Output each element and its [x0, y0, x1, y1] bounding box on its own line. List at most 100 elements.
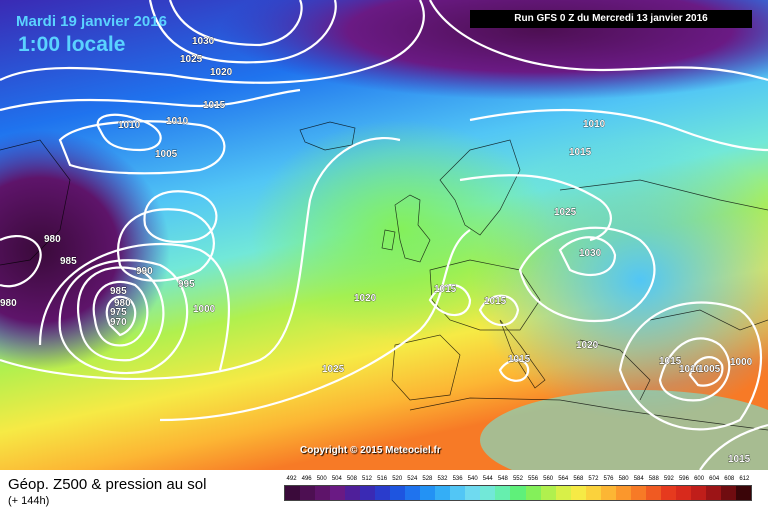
- forecast-time: 1:00 locale: [18, 33, 126, 56]
- isobar-985-a: [143, 190, 218, 243]
- color-scale-label: 580: [618, 476, 629, 482]
- color-scale-swatch: [510, 486, 526, 500]
- color-scale-label: 508: [346, 476, 357, 482]
- isobar-label: 1005: [698, 364, 721, 375]
- isobar-1030: [168, 0, 303, 47]
- isobar-label: 975: [110, 307, 127, 318]
- isobar-1015-a: [428, 284, 472, 317]
- isobar-1030: [558, 236, 617, 277]
- color-scale-label: 504: [331, 476, 342, 482]
- isobar-1015-b: [478, 294, 520, 326]
- isobar-1025: [148, 0, 337, 64]
- isobar-1015-c: [498, 359, 530, 382]
- isobar-label: 1025: [322, 364, 345, 375]
- isobars: [0, 0, 768, 470]
- color-scale-swatch: [480, 486, 496, 500]
- color-scale-swatch: [660, 486, 676, 500]
- color-scale-label: 492: [286, 476, 297, 482]
- color-scale-swatch: [405, 486, 421, 500]
- color-scale-swatch: [330, 486, 346, 500]
- isobar-1015-se: [618, 301, 763, 431]
- color-scale-label: 560: [543, 476, 554, 482]
- isobar-label: 995: [178, 279, 195, 290]
- color-scale-swatch: [615, 486, 631, 500]
- isobar-label: 1010: [118, 120, 141, 131]
- color-scale-label: 588: [648, 476, 659, 482]
- isobar-label: 990: [136, 266, 153, 277]
- isobar-label: 1005: [155, 149, 178, 160]
- color-scale-label: 604: [709, 476, 720, 482]
- western-low-shading: [0, 130, 170, 370]
- color-scale-swatch: [375, 486, 391, 500]
- britain-outline: [394, 194, 431, 263]
- isobar-1005: [58, 120, 226, 175]
- isobar-label: 1000: [730, 357, 753, 368]
- isobar-label: 1020: [210, 67, 233, 78]
- color-scale-swatch: [675, 486, 691, 500]
- north-africa-coast: [409, 397, 768, 431]
- isobar-label: 980: [114, 298, 131, 309]
- color-scale-label: 596: [678, 476, 689, 482]
- color-scale-swatch: [450, 486, 466, 500]
- color-scale-label: 516: [377, 476, 388, 482]
- isobar-975: [105, 295, 137, 337]
- color-scale-swatch: [585, 486, 601, 500]
- isobar-990: [117, 208, 215, 282]
- color-scale-label: 592: [663, 476, 674, 482]
- color-scale-swatch: [600, 486, 616, 500]
- forecast-date: Mardi 19 janvier 2016: [16, 13, 167, 30]
- isobar-label: 1015: [508, 354, 531, 365]
- isobar-label: 1010: [166, 116, 189, 127]
- color-scale-label: 556: [528, 476, 539, 482]
- color-scale-swatch: [720, 486, 736, 500]
- isobar-label: 1015: [434, 284, 457, 295]
- color-scale-label: 552: [512, 476, 523, 482]
- legend-footer: Géop. Z500 & pression au sol (+ 144h) 49…: [0, 470, 768, 512]
- iberia-outline: [391, 334, 461, 401]
- isobar-995: [58, 259, 189, 375]
- isobar-label: 980: [0, 298, 17, 309]
- isobar-1010-north: [429, 0, 768, 82]
- isobar-1015-ne: [469, 108, 768, 152]
- color-scale-swatch: [630, 486, 646, 500]
- legend-subtitle: (+ 144h): [8, 495, 50, 507]
- isobar-980: [92, 280, 149, 347]
- color-scale-swatch: [645, 486, 661, 500]
- isobar-label: 1015: [728, 454, 751, 465]
- color-scale-label: 512: [362, 476, 373, 482]
- isobar-label: 1010: [583, 119, 606, 130]
- isobar-1020-mid: [0, 137, 401, 381]
- ireland-outline: [381, 229, 396, 251]
- color-scale-label: 520: [392, 476, 403, 482]
- isobar-1020: [0, 0, 425, 84]
- isobar-980-w: [0, 235, 42, 288]
- color-scale-label: 608: [724, 476, 735, 482]
- color-scale-swatch: [390, 486, 406, 500]
- color-scale-label: 528: [422, 476, 433, 482]
- france-outline: [429, 259, 541, 331]
- run-info-box: Run GFS 0 Z du Mercredi 13 janvier 2016: [470, 10, 752, 28]
- map-area: 1030 1025 1020 1015 1010 1010 1005 980 9…: [0, 0, 768, 470]
- legend-title: Géop. Z500 & pression au sol: [8, 476, 207, 493]
- isobar-1010-se: [658, 337, 731, 402]
- color-scale-label: 564: [558, 476, 569, 482]
- color-scale-swatch: [360, 486, 376, 500]
- color-scale-label: 576: [603, 476, 614, 482]
- color-scale-label: 544: [482, 476, 493, 482]
- color-scale-label: 548: [497, 476, 508, 482]
- color-scale-label: 572: [588, 476, 599, 482]
- greenland-coast: [0, 139, 71, 266]
- color-scale-bar: [284, 485, 752, 501]
- isobar-label: 1015: [484, 296, 507, 307]
- isobar-label: 1015: [203, 100, 226, 111]
- color-scale-label: 568: [573, 476, 584, 482]
- isobar-label: 1025: [180, 54, 203, 65]
- color-scale-label: 584: [633, 476, 644, 482]
- isobar-1010-a: [96, 113, 162, 152]
- isobar-label: 1015: [569, 147, 592, 158]
- isobar-1025-mid: [159, 229, 471, 422]
- central-green-shading: [250, 120, 550, 340]
- color-scale-swatch: [735, 486, 751, 500]
- color-scale-label: 532: [437, 476, 448, 482]
- color-scale-labels: 492 496 500 504 508 512 516 520 524 528 532 536 540 5…: [284, 476, 752, 482]
